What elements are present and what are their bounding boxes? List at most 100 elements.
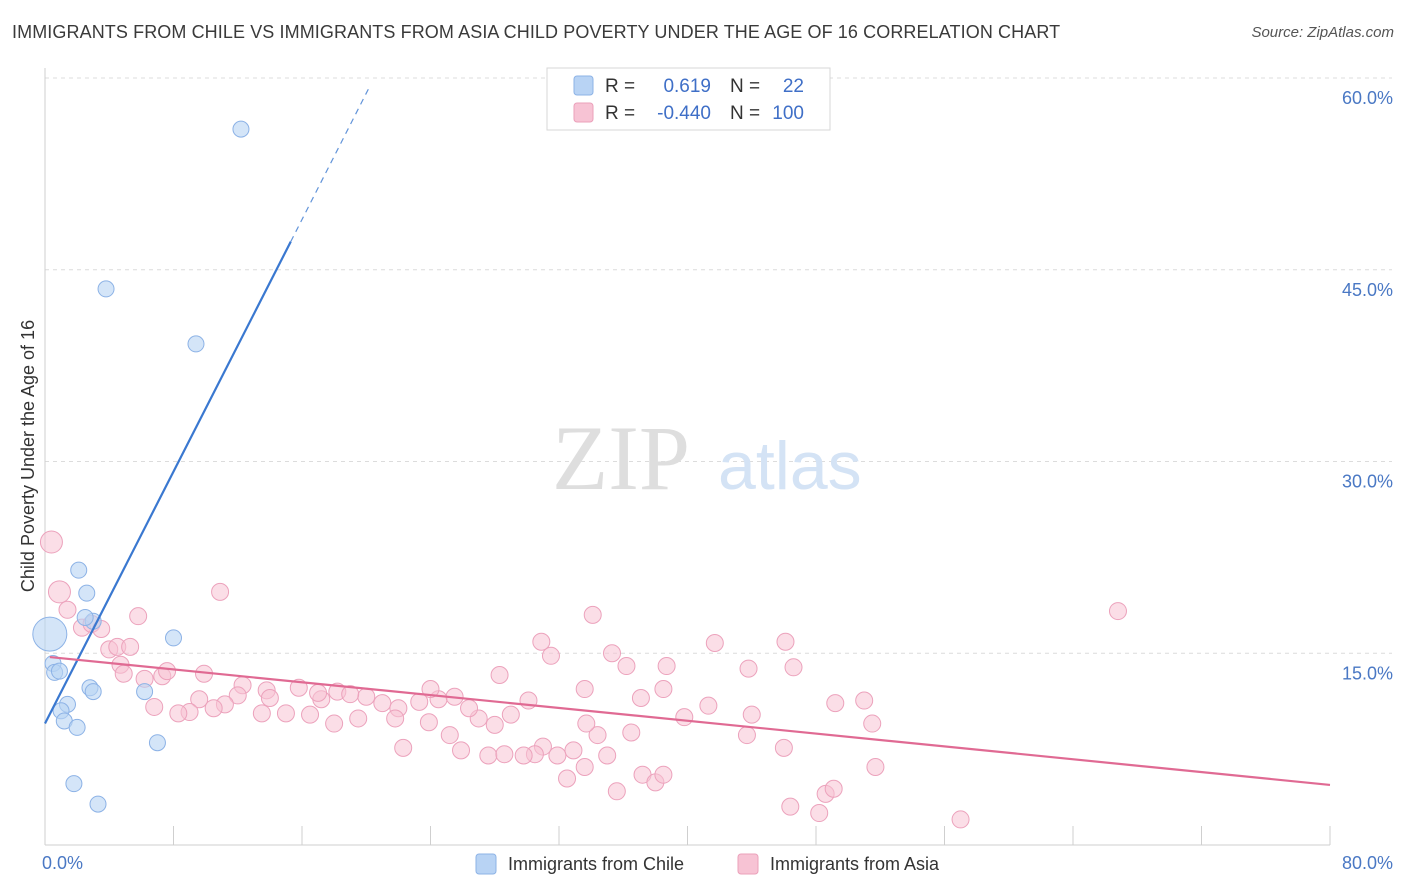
asia-point-39 xyxy=(863,714,882,733)
watermark-atlas: atlas xyxy=(718,428,862,504)
asia-point-19 xyxy=(289,678,308,697)
asia-point-58 xyxy=(276,704,295,723)
legend-box xyxy=(546,67,831,131)
y-tick-labels: 15.0% 30.0% 45.0% 60.0% xyxy=(1342,88,1393,683)
asia-point-80 xyxy=(575,758,594,777)
asia-point-96 xyxy=(824,779,843,798)
asia-point-84 xyxy=(654,765,673,784)
y-tick-label-3: 60.0% xyxy=(1342,88,1393,108)
chile-trend-extension xyxy=(290,86,370,242)
asia-point-91 xyxy=(532,632,551,651)
asia-point-37 xyxy=(826,694,845,713)
asia-series xyxy=(39,530,1127,829)
legend-n-label-asia: N = xyxy=(730,103,760,124)
chile-point-13 xyxy=(136,683,154,701)
asia-point-90 xyxy=(583,605,602,624)
asia-point-45 xyxy=(577,714,596,733)
asia-point-44 xyxy=(588,726,607,745)
chile-point-4 xyxy=(78,584,96,602)
series-legend: Immigrants from Chile Immigrants from As… xyxy=(475,853,940,875)
asia-point-62 xyxy=(190,690,209,709)
chile-point-8 xyxy=(32,616,68,652)
asia-point-22 xyxy=(357,687,376,706)
asia-point-98 xyxy=(951,810,970,829)
asia-point-88 xyxy=(776,632,795,651)
asia-point-35 xyxy=(739,659,758,678)
asia-point-31 xyxy=(575,680,594,699)
asia-point-7 xyxy=(211,582,230,601)
asia-point-12 xyxy=(114,664,133,683)
asia-point-78 xyxy=(452,741,471,760)
asia-point-76 xyxy=(495,745,514,764)
asia-point-30 xyxy=(541,646,560,665)
asia-point-47 xyxy=(564,741,583,760)
asia-point-70 xyxy=(421,680,440,699)
asia-point-71 xyxy=(460,699,479,718)
asia-point-68 xyxy=(309,683,328,702)
asia-point-1 xyxy=(47,580,71,604)
legend-n-value-asia: 100 xyxy=(772,103,804,124)
chile-point-20 xyxy=(89,795,107,813)
legend-r-value-chile: 0.619 xyxy=(663,76,711,97)
asia-point-85 xyxy=(617,657,636,676)
chile-point-0 xyxy=(232,120,250,138)
asia-point-6 xyxy=(129,607,148,626)
asia-point-65 xyxy=(145,697,164,716)
chart-title: IMMIGRANTS FROM CHILE VS IMMIGRANTS FROM… xyxy=(12,22,1061,42)
asia-point-53 xyxy=(394,738,413,757)
chile-point-1 xyxy=(97,280,115,298)
x-tick-label-min: 0.0% xyxy=(42,853,83,873)
asia-trend-line xyxy=(49,655,1331,787)
asia-point-34 xyxy=(699,696,718,715)
asia-point-59 xyxy=(252,704,271,723)
asia-point-28 xyxy=(490,665,509,684)
asia-point-94 xyxy=(810,804,829,823)
asia-point-52 xyxy=(419,713,438,732)
x-tick-label-max: 80.0% xyxy=(1342,853,1393,873)
y-tick-label-0: 15.0% xyxy=(1342,663,1393,683)
asia-point-99 xyxy=(1108,602,1127,621)
legend-swatch-asia xyxy=(573,102,594,123)
asia-point-42 xyxy=(675,708,694,727)
asia-point-15 xyxy=(158,662,177,681)
asia-point-93 xyxy=(781,797,800,816)
asia-point-87 xyxy=(705,634,724,653)
chile-point-17 xyxy=(68,718,86,736)
asia-point-23 xyxy=(373,694,392,713)
legend-n-label-chile: N = xyxy=(730,76,760,97)
asia-point-79 xyxy=(558,769,577,788)
asia-point-0 xyxy=(39,530,63,554)
asia-point-64 xyxy=(169,704,188,723)
y-tick-label-1: 30.0% xyxy=(1342,472,1393,492)
correlation-legend: R = 0.619 N = 22 R = -0.440 N = 100 xyxy=(546,67,831,131)
asia-point-57 xyxy=(301,705,320,724)
watermark-zip: ZIP xyxy=(552,407,690,509)
asia-point-46 xyxy=(598,746,617,765)
asia-point-10 xyxy=(121,637,140,656)
y-tick-label-2: 45.0% xyxy=(1342,280,1393,300)
chile-point-21 xyxy=(50,662,68,680)
bottom-legend-swatch-asia xyxy=(737,853,759,875)
y-axis-label: Child Poverty Under the Age of 16 xyxy=(18,320,38,592)
asia-point-74 xyxy=(548,746,567,765)
trend-lines xyxy=(44,86,1331,787)
asia-point-97 xyxy=(866,758,885,777)
chile-point-19 xyxy=(65,775,83,793)
legend-n-value-chile: 22 xyxy=(783,76,804,97)
asia-point-75 xyxy=(479,746,498,765)
chile-point-2 xyxy=(187,335,205,353)
asia-point-51 xyxy=(440,726,459,745)
asia-point-49 xyxy=(501,705,520,724)
asia-point-72 xyxy=(485,715,504,734)
asia-point-56 xyxy=(325,714,344,733)
asia-point-92 xyxy=(774,738,793,757)
bottom-legend-label-asia: Immigrants from Asia xyxy=(770,854,940,874)
asia-point-40 xyxy=(742,705,761,724)
asia-point-60 xyxy=(228,686,247,705)
asia-point-2 xyxy=(58,600,77,619)
asia-point-32 xyxy=(631,688,650,707)
asia-point-33 xyxy=(654,680,673,699)
chile-series xyxy=(32,120,250,813)
asia-point-54 xyxy=(386,709,405,728)
